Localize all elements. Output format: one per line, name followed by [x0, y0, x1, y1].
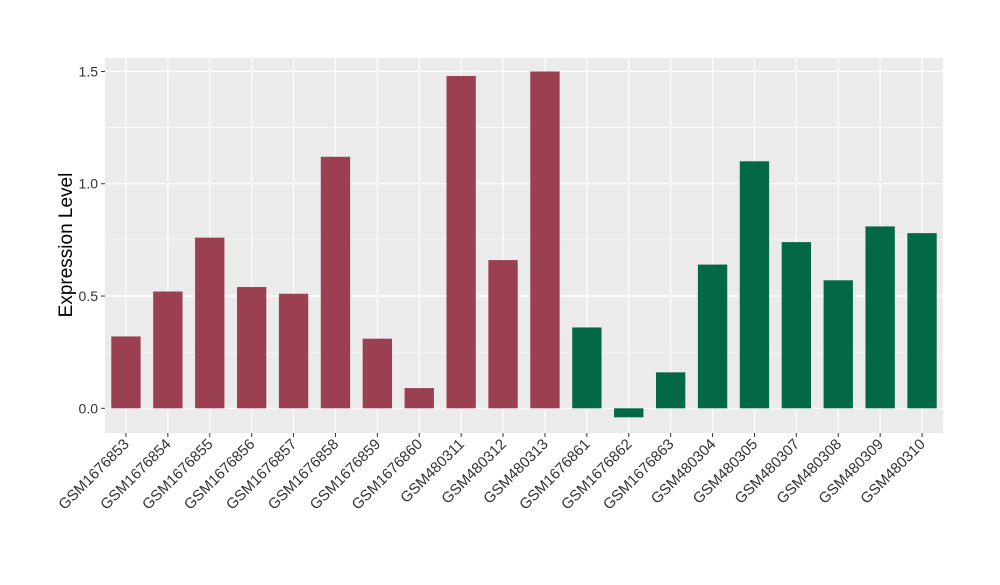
x-tick-label: GSM1676853	[55, 436, 132, 513]
bar-GSM480308	[823, 280, 853, 409]
bar-GSM1676858	[320, 156, 351, 409]
bar-GSM480313	[530, 71, 560, 409]
bar-GSM1676856	[236, 287, 267, 409]
bar-GSM1676862	[614, 408, 644, 418]
bar-GSM1676857	[278, 293, 309, 409]
bar-GSM480311	[446, 75, 476, 409]
bars	[111, 71, 937, 418]
y-tick-label: 0.5	[79, 288, 99, 304]
bar-GSM480312	[488, 260, 518, 409]
y-tick-label: 1.5	[79, 63, 99, 79]
bar-GSM480310	[907, 233, 937, 409]
bar-GSM1676860	[404, 388, 434, 409]
y-axis-label: Expression Level	[56, 173, 77, 318]
bar-GSM1676861	[572, 327, 602, 409]
y-tick-label: 1.0	[79, 176, 99, 192]
bar-GSM480307	[781, 242, 812, 409]
y-tick-label: 0.0	[79, 400, 99, 416]
bar-GSM480304	[697, 264, 728, 409]
bar-GSM1676855	[195, 237, 225, 409]
bar-GSM480309	[865, 226, 895, 409]
bar-GSM1676853	[111, 336, 141, 409]
plot-panel	[105, 58, 943, 433]
bar-GSM1676854	[153, 291, 183, 409]
bar-GSM1676863	[655, 372, 686, 409]
bar-GSM480305	[739, 161, 770, 409]
bar-GSM1676859	[362, 338, 393, 409]
